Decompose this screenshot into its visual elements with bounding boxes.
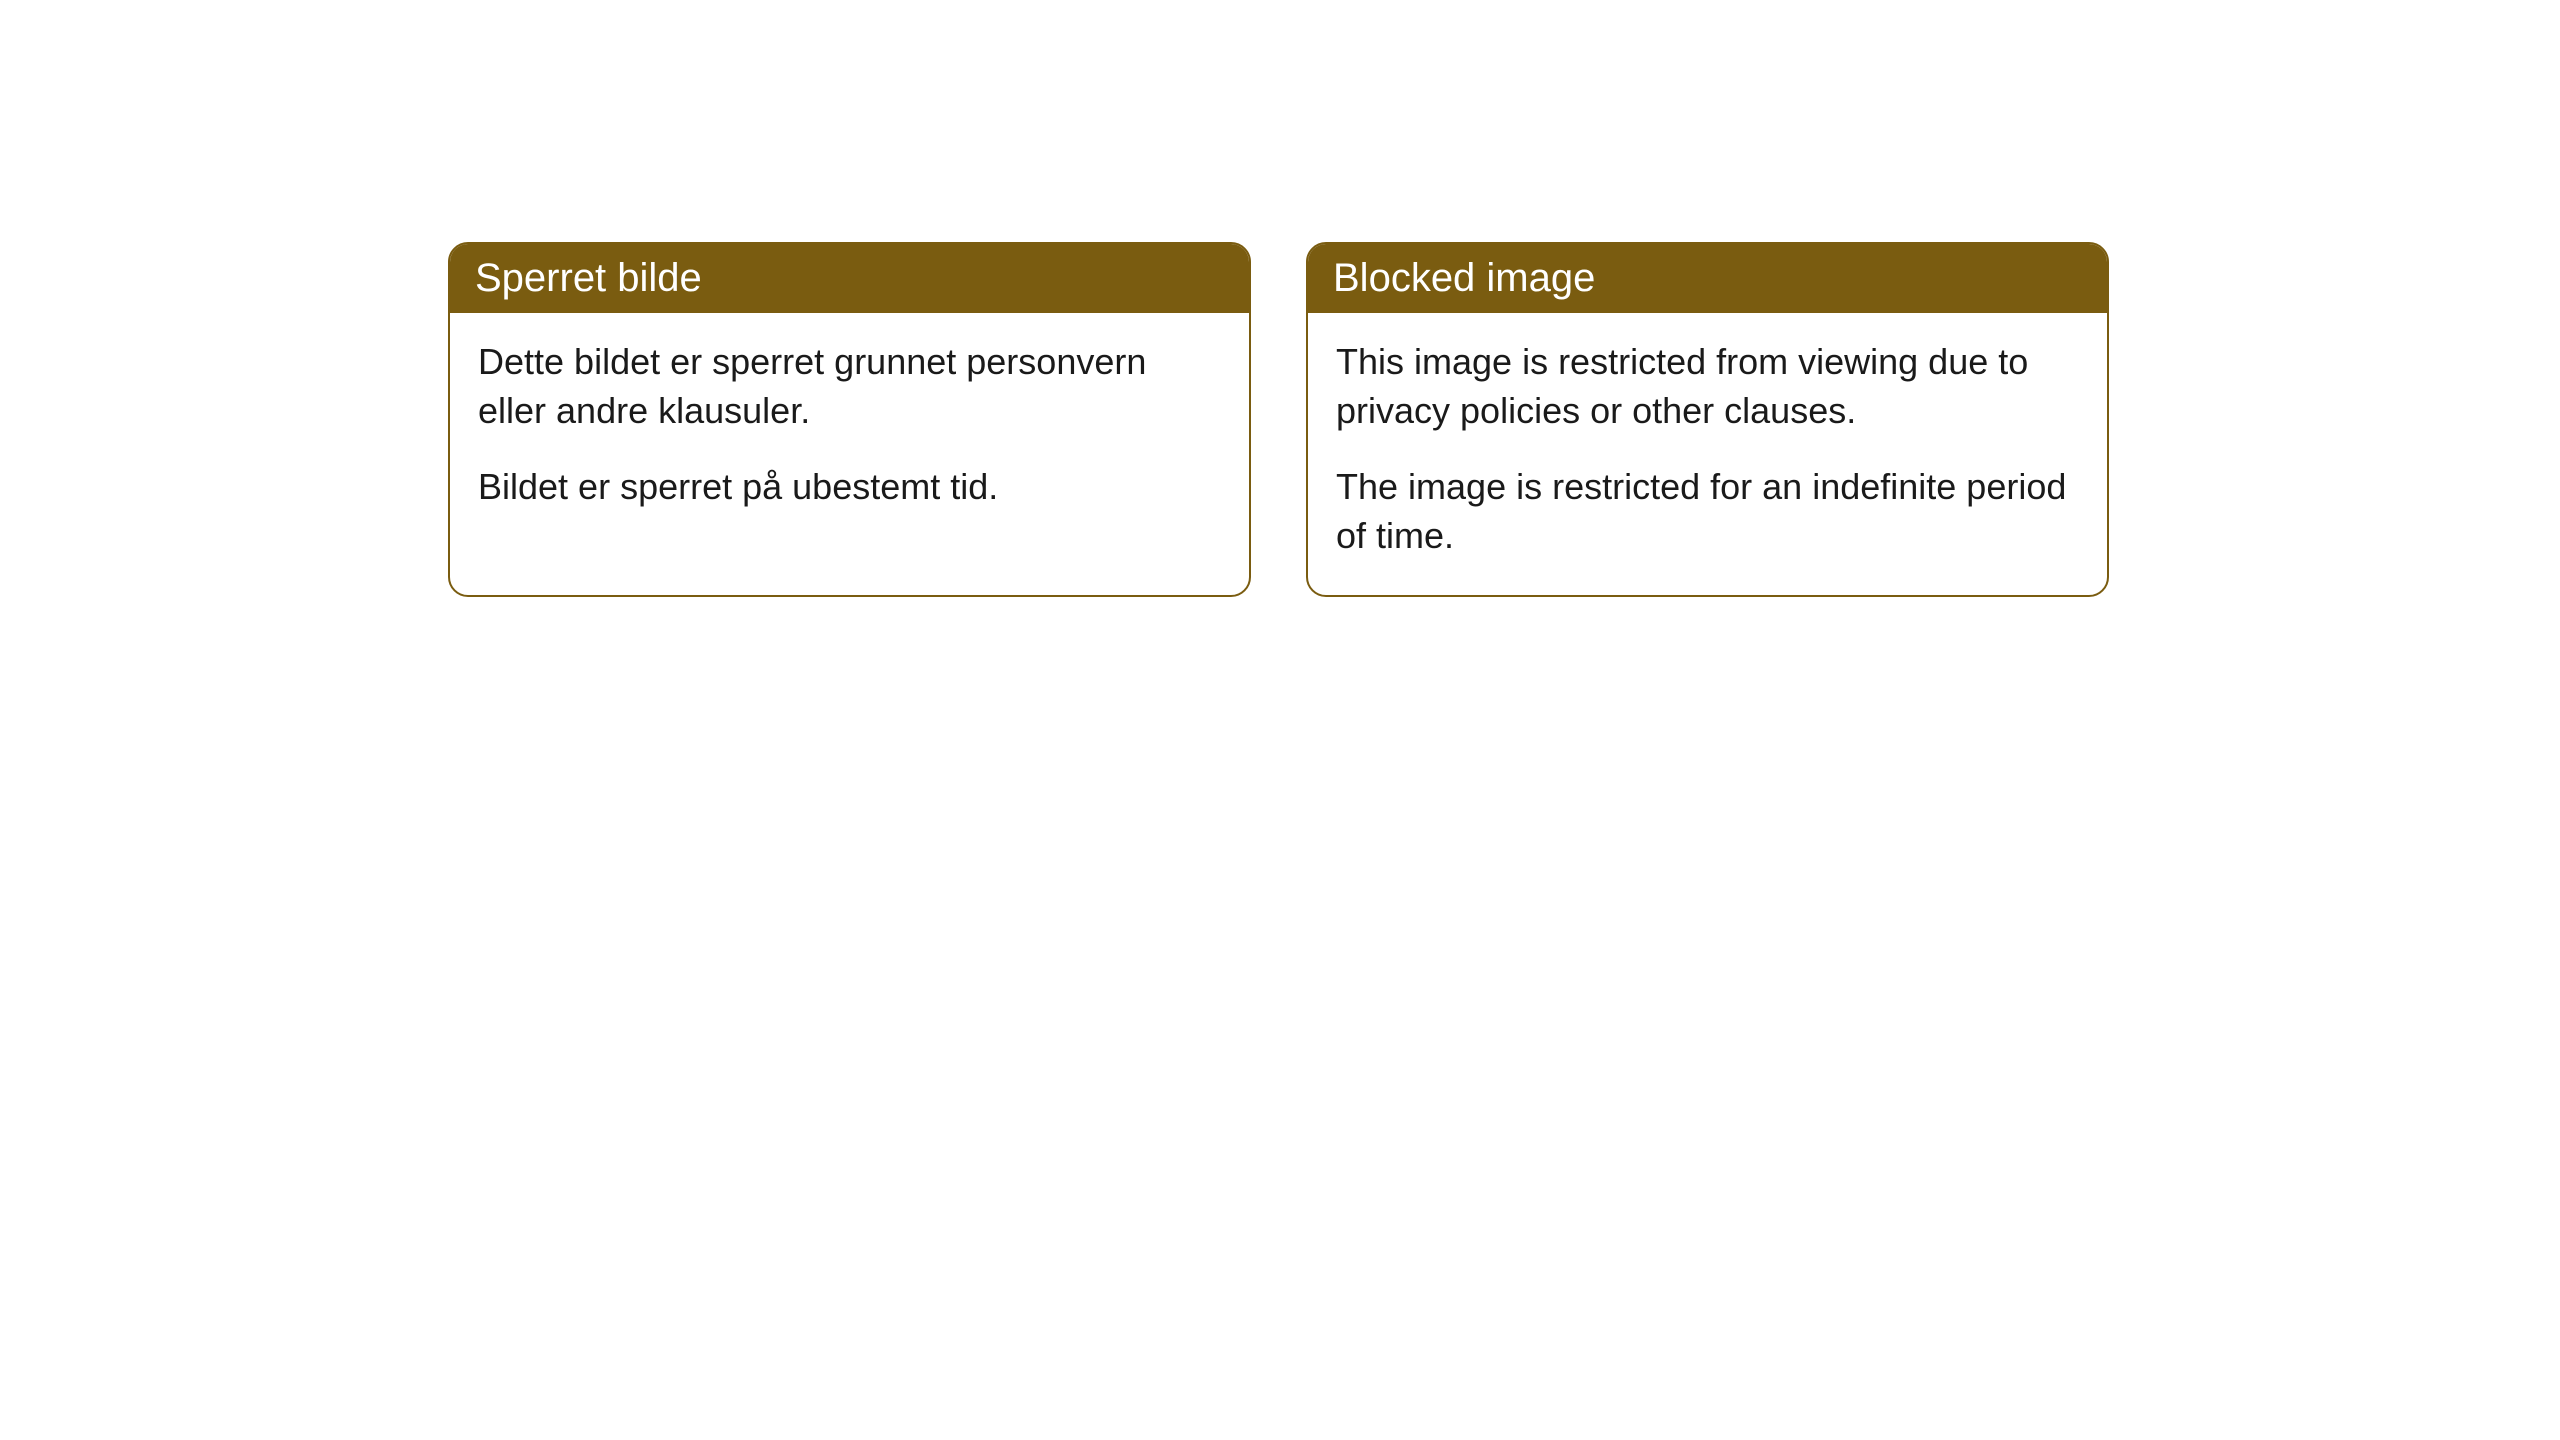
card-title: Blocked image [1333,256,1595,300]
notice-cards-container: Sperret bilde Dette bildet er sperret gr… [448,242,2109,597]
card-paragraph: This image is restricted from viewing du… [1336,338,2079,435]
card-body: Dette bildet er sperret grunnet personve… [450,313,1249,547]
card-title: Sperret bilde [475,256,702,300]
card-body: This image is restricted from viewing du… [1308,313,2107,595]
card-header: Blocked image [1308,244,2107,313]
notice-card-english: Blocked image This image is restricted f… [1306,242,2109,597]
card-header: Sperret bilde [450,244,1249,313]
card-paragraph: Bildet er sperret på ubestemt tid. [478,463,1221,512]
notice-card-norwegian: Sperret bilde Dette bildet er sperret gr… [448,242,1251,597]
card-paragraph: Dette bildet er sperret grunnet personve… [478,338,1221,435]
card-paragraph: The image is restricted for an indefinit… [1336,463,2079,560]
